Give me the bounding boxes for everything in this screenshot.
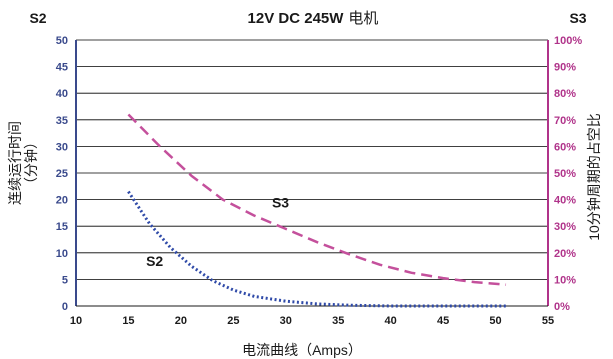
series-label-s3: S3 <box>272 195 289 211</box>
x-axis-ticks: 10 15 20 25 30 35 40 45 50 55 <box>70 315 554 327</box>
left-axis-label-line: 连续运行时间 <box>7 121 23 205</box>
left-tick-label: 15 <box>56 221 68 233</box>
series-line-s3 <box>127 113 507 286</box>
right-corner-label: S3 <box>569 10 586 26</box>
right-tick-label: 10% <box>554 274 576 286</box>
series-lines <box>127 113 507 308</box>
x-tick-label: 50 <box>489 315 501 327</box>
right-tick-label: 40% <box>554 195 576 207</box>
x-tick-label: 55 <box>542 315 554 327</box>
left-tick-label: 5 <box>62 274 68 286</box>
right-tick-label: 80% <box>554 88 576 100</box>
grid-lines <box>76 39 548 280</box>
right-tick-label: 100% <box>554 35 582 47</box>
left-axis-label: 连续运行时间（分钟） <box>7 121 39 205</box>
right-axis-label: 10分钟周期的占空比 <box>586 113 602 241</box>
right-tick-label: 90% <box>554 62 576 74</box>
x-tick-label: 30 <box>280 315 292 327</box>
left-tick-label: 10 <box>56 248 68 260</box>
left-tick-label: 20 <box>56 195 68 207</box>
left-tick-label: 40 <box>56 88 68 100</box>
x-axis-label: 电流曲线（Amps） <box>242 342 362 358</box>
right-tick-label: 30% <box>554 221 576 233</box>
x-tick-label: 25 <box>227 315 239 327</box>
chart-title: 12V DC 245W 电机 <box>248 10 379 27</box>
left-tick-label: 50 <box>56 35 68 47</box>
x-tick-label: 35 <box>332 315 344 327</box>
title-bold-part: 12V DC 245W <box>248 10 345 27</box>
series-annotations: S3 S2 <box>146 195 289 270</box>
x-tick-label: 15 <box>122 315 134 327</box>
left-axis-ticks: 0 5 10 15 20 25 30 35 40 45 50 <box>56 35 68 313</box>
left-axis-label-line: （分钟） <box>23 135 39 191</box>
left-tick-label: 0 <box>62 301 68 313</box>
x-tick-label: 40 <box>385 315 397 327</box>
x-tick-label: 10 <box>70 315 82 327</box>
right-tick-label: 60% <box>554 141 576 153</box>
right-tick-label: 50% <box>554 168 576 180</box>
left-tick-label: 35 <box>56 115 68 127</box>
series-line-s2 <box>127 190 506 308</box>
right-axis-ticks: 0% 10% 20% 30% 40% 50% 60% 70% 80% 90% 100% <box>554 35 582 313</box>
title-cjk-part: 电机 <box>348 10 378 27</box>
left-tick-label: 25 <box>56 168 68 180</box>
x-tick-label: 20 <box>175 315 187 327</box>
left-corner-label: S2 <box>29 10 46 26</box>
x-tick-label: 45 <box>437 315 449 327</box>
left-tick-label: 45 <box>56 62 68 74</box>
right-tick-label: 70% <box>554 115 576 127</box>
right-tick-label: 20% <box>554 248 576 260</box>
series-label-s2: S2 <box>146 253 163 269</box>
left-tick-label: 30 <box>56 141 68 153</box>
right-tick-label: 0% <box>554 301 570 313</box>
